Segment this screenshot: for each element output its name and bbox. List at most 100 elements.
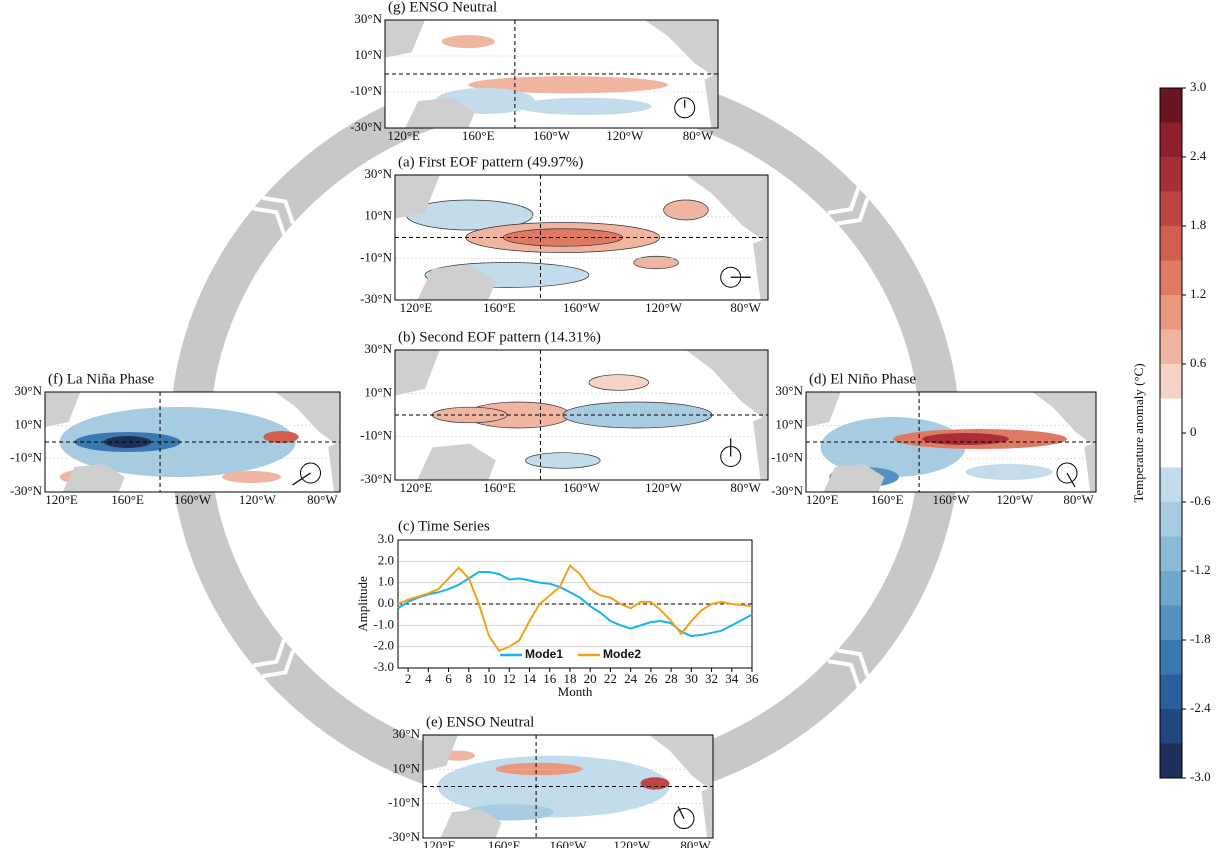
ring-arrow [253, 195, 295, 235]
lat-label: -30°N [360, 471, 393, 486]
land [753, 237, 768, 300]
x-tick-label: 34 [725, 671, 739, 686]
map-frame [44, 391, 341, 493]
x-tick-label: 26 [644, 671, 658, 686]
chevron [827, 659, 861, 688]
lat-label: -10°N [360, 249, 393, 264]
colorbar-swatch [1160, 571, 1182, 606]
lon-label: 120°W [606, 128, 644, 143]
lat-label: 10°N [775, 416, 803, 431]
map-frame [394, 349, 769, 481]
colorbar-tick-label: 1.8 [1190, 217, 1206, 232]
colorbar-swatch [1160, 536, 1182, 572]
land [417, 443, 496, 480]
lon-label: 80°W [680, 838, 711, 848]
lat-label: 30°N [364, 166, 392, 181]
lat-label: -30°N [10, 483, 43, 498]
land [644, 20, 718, 80]
lat-label: -30°N [388, 829, 421, 844]
land [440, 809, 502, 838]
lon-label: 80°W [1063, 492, 1094, 507]
lat-label: 10°N [14, 416, 42, 431]
chevron [253, 206, 286, 235]
lon-label: 160°W [563, 300, 601, 315]
map-panel: (d) El Niño Phase 30°N 10°N -10°N -30°N120°E… [771, 371, 1097, 507]
contour-region [633, 255, 679, 270]
x-tick-label: 16 [543, 671, 557, 686]
land [685, 350, 768, 422]
lat-label: -30°N [771, 483, 804, 498]
lat-label: 30°N [14, 383, 42, 398]
phase-circle [1056, 462, 1078, 484]
y-tick-label: 1.0 [378, 574, 394, 589]
chevron [827, 186, 861, 215]
lon-label: 160°E [111, 492, 144, 507]
map-title: (e) ENSO Neutral [426, 714, 534, 730]
x-tick-label: 36 [746, 671, 760, 686]
lat-label: 10°N [364, 384, 392, 399]
colorbar-swatch [1160, 605, 1182, 641]
lon-label: 160°W [933, 492, 971, 507]
anomaly-region [640, 777, 670, 790]
anomaly-region [468, 76, 669, 94]
x-tick-label: 2 [405, 671, 412, 686]
colorbar-tick-label: -2.4 [1190, 700, 1211, 715]
lon-label: 160°W [174, 492, 212, 507]
lon-label: 160°E [483, 480, 516, 495]
land [685, 175, 768, 244]
land [404, 97, 475, 128]
anomaly-region [441, 35, 495, 49]
map-panel: (b) Second EOF pattern (14.31%) 30°N 10°N -… [360, 329, 769, 495]
land [823, 464, 885, 492]
ring-arrow [827, 186, 870, 226]
x-tick-label: 12 [503, 671, 516, 686]
land [753, 415, 768, 480]
lon-label: 120°W [996, 492, 1034, 507]
colorbar-tick-label: 2.4 [1190, 148, 1207, 163]
lon-label: 80°W [730, 300, 761, 315]
land [385, 20, 425, 58]
colorbar-swatch [1160, 260, 1182, 296]
land [704, 74, 718, 128]
anomaly-region [104, 436, 152, 448]
map-frame [384, 19, 719, 129]
lon-label: 80°W [683, 128, 714, 143]
lon-label: 160°E [871, 492, 904, 507]
lon-label: 120°W [239, 492, 277, 507]
x-tick-label: 10 [483, 671, 496, 686]
phase-arrow [292, 472, 311, 486]
land [806, 392, 841, 427]
land [395, 175, 440, 219]
anomaly-region [263, 431, 299, 443]
phase-circle [300, 462, 321, 484]
colorbar-tick-label: 3.0 [1190, 79, 1206, 94]
x-tick-label: 20 [584, 671, 597, 686]
colorbar-swatch [1160, 157, 1182, 192]
lon-label: 160°W [563, 480, 601, 495]
lat-label: 30°N [364, 341, 392, 356]
lon-label: 160°E [483, 300, 516, 315]
colorbar-tick-label: 1.2 [1190, 286, 1206, 301]
land [423, 735, 458, 772]
colorbar-swatch [1160, 191, 1182, 227]
x-tick-label: 14 [523, 671, 537, 686]
lon-label: 120°E [400, 300, 433, 315]
x-axis-label: Month [558, 684, 593, 699]
lat-label: -10°N [360, 428, 393, 443]
phase-circle [674, 97, 696, 119]
ring-arrow [253, 639, 295, 679]
lon-label: 80°W [730, 480, 761, 495]
lat-label: 10°N [392, 760, 420, 775]
lat-label: 30°N [775, 383, 803, 398]
chevron [836, 648, 870, 677]
x-tick-label: 8 [466, 671, 473, 686]
anomaly-region [495, 762, 583, 776]
map-title: (a) First EOF pattern (49.97%) [398, 154, 583, 170]
lon-label: 120°E [387, 128, 420, 143]
colorbar-swatch [1160, 467, 1182, 503]
x-tick-label: 32 [705, 671, 718, 686]
map-panel: (a) First EOF pattern (49.97%) 30°N 10°N -1… [360, 154, 769, 315]
lat-label: -30°N [360, 291, 393, 306]
colorbar-tick-label: -3.0 [1190, 769, 1211, 784]
